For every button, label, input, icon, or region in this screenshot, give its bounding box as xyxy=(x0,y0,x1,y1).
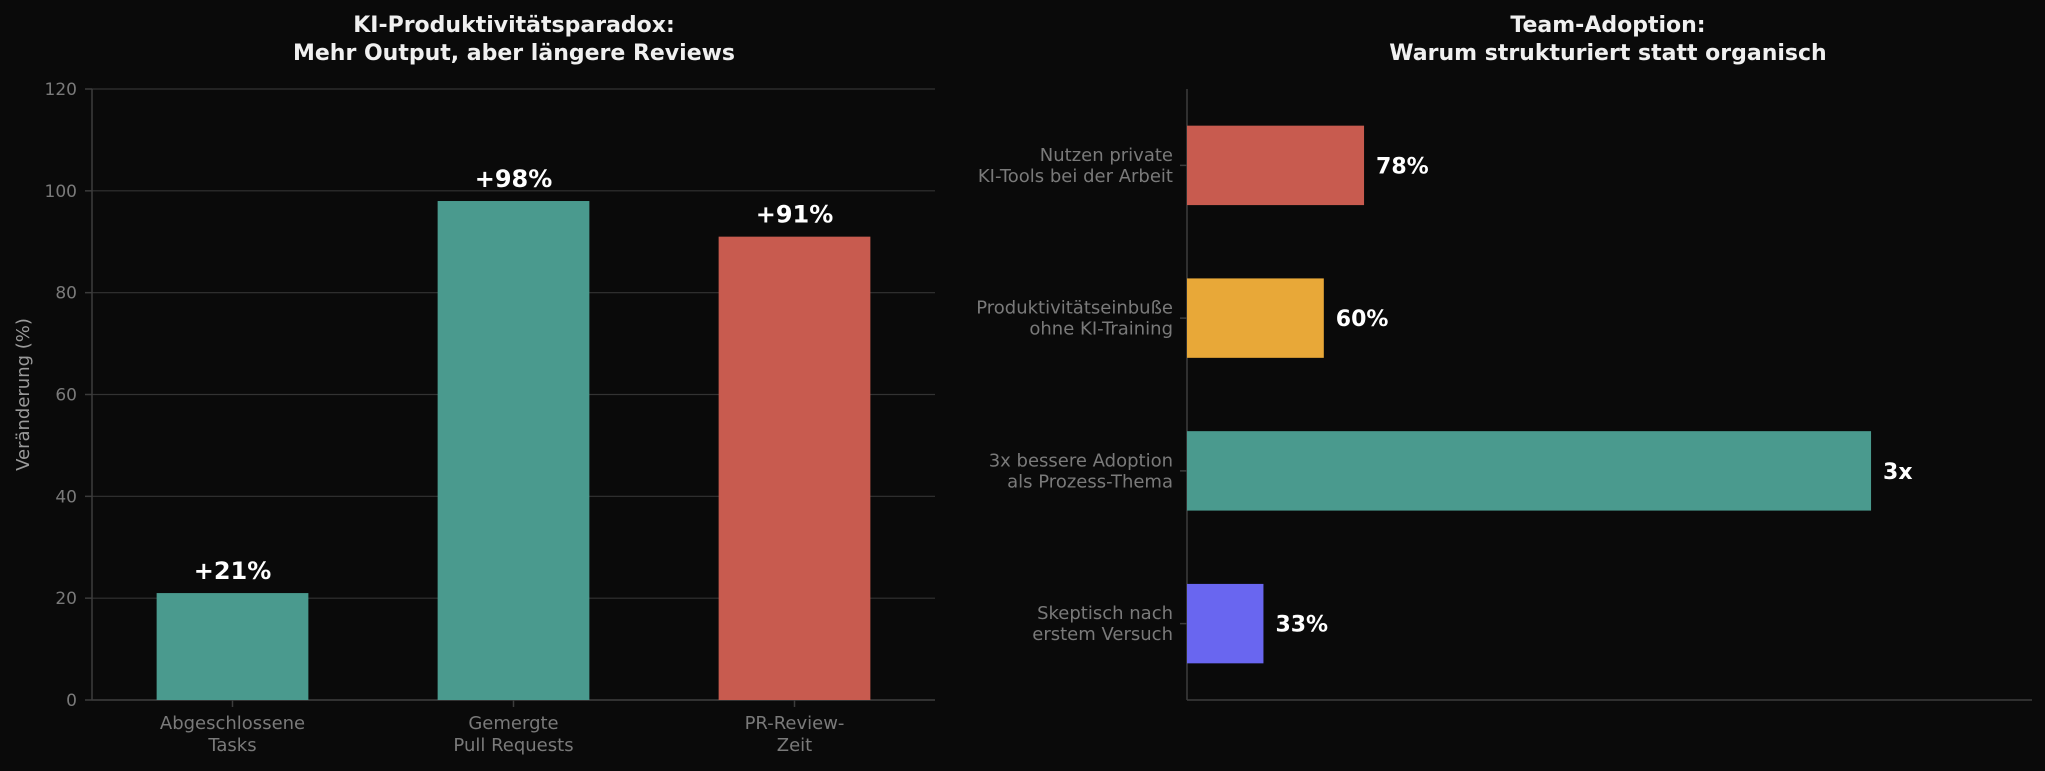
y-tick-label: 20 xyxy=(55,589,77,609)
y-tick-label: 80 xyxy=(55,284,77,304)
left-chart-title-line: KI-Produktivitätsparadox: xyxy=(353,13,675,38)
bar-value-label: 33% xyxy=(1275,613,1328,638)
left-chart-productivity-paradox: KI-Produktivitätsparadox: Mehr Output, ab… xyxy=(13,13,935,756)
y-category-label: Skeptisch nach xyxy=(1037,603,1173,624)
y-category-label: ohne KI-Training xyxy=(1029,319,1173,340)
y-tick-label: 120 xyxy=(45,80,77,100)
y-category-label: als Prozess-Thema xyxy=(1007,471,1173,492)
bar-value-label: 3x xyxy=(1883,460,1913,485)
left-chart-title-line: Mehr Output, aber längere Reviews xyxy=(293,41,735,66)
y-category-label: 3x bessere Adoption xyxy=(989,450,1173,471)
y-category-label: Produktivitätseinbuße xyxy=(976,298,1173,319)
bar xyxy=(437,201,590,700)
x-category-label: Abgeschlossene xyxy=(160,713,305,734)
bar-value-label: 78% xyxy=(1376,154,1429,179)
y-category-label: erstem Versuch xyxy=(1032,624,1173,645)
right-chart-title-line: Warum strukturiert statt organisch xyxy=(1389,41,1826,66)
bar-value-label: +21% xyxy=(194,557,272,585)
bar-value-label: 60% xyxy=(1336,307,1389,332)
right-chart-title-line: Team-Adoption: xyxy=(1510,13,1705,38)
y-category-label: Nutzen private xyxy=(1040,145,1173,166)
bar xyxy=(1187,431,1872,511)
x-category-label: Tasks xyxy=(207,735,256,756)
bar-value-label: +98% xyxy=(475,165,553,193)
bar-value-label: +91% xyxy=(756,201,834,229)
x-category-label: PR-Review- xyxy=(745,713,845,734)
y-tick-label: 60 xyxy=(55,386,77,406)
right-chart-team-adoption: Team-Adoption: Warum strukturiert statt o… xyxy=(976,13,2032,701)
y-tick-label: 0 xyxy=(66,691,77,711)
y-category-label: KI-Tools bei der Arbeit xyxy=(978,166,1173,187)
bar xyxy=(1187,583,1264,664)
x-category-label: Zeit xyxy=(777,735,812,756)
x-category-label: Pull Requests xyxy=(453,735,573,756)
x-category-label: Gemergte xyxy=(468,713,558,734)
bar xyxy=(718,236,871,701)
y-tick-label: 40 xyxy=(55,487,77,507)
y-axis-label: Veränderung (%) xyxy=(13,318,34,471)
bar xyxy=(1187,125,1365,206)
y-tick-label: 100 xyxy=(45,182,77,202)
bar xyxy=(1187,278,1324,358)
bar xyxy=(156,593,309,700)
